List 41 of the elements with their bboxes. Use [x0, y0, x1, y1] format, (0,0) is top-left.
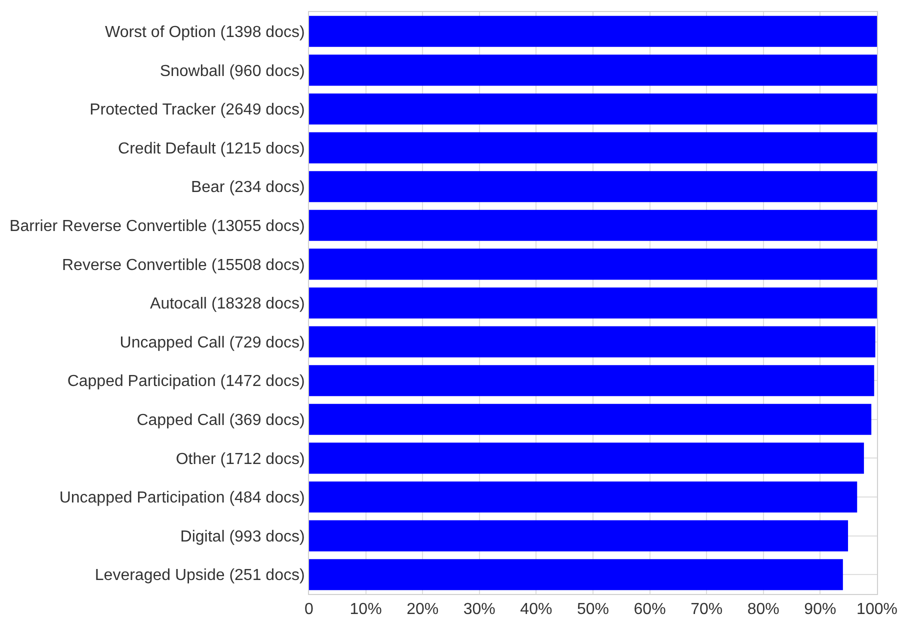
x-tick-label: 10%: [350, 601, 382, 618]
x-tick-label: 70%: [690, 601, 723, 618]
bar: [309, 171, 877, 202]
x-tick-label: 50%: [576, 601, 610, 618]
bar: [309, 520, 848, 552]
bar: [309, 481, 858, 513]
bar: [309, 54, 877, 86]
x-tick-label: 30%: [463, 601, 496, 618]
y-tick-label: Bear (234 docs): [190, 179, 305, 196]
y-tick-label: Barrier Reverse Convertible (13055 docs): [10, 218, 305, 235]
y-tick-label: Reverse Convertible (15508 docs): [62, 256, 305, 274]
bar: [309, 210, 877, 241]
x-tick-label: 90%: [804, 601, 836, 618]
bar: [309, 559, 843, 590]
x-tick-label: 20%: [406, 601, 439, 618]
y-tick-label: Worst of Option (1398 docs): [105, 24, 305, 41]
y-tick-label: Capped Call (369 docs): [136, 412, 305, 429]
bar: [309, 365, 874, 396]
y-tick-label: Other (1712 docs): [176, 450, 305, 468]
y-tick-label: Digital (993 docs): [180, 528, 305, 546]
y-tick-label: Snowball (960 docs): [160, 62, 305, 80]
y-tick-label: Uncapped Call (729 docs): [120, 334, 305, 352]
y-tick-label: Uncapped Participation (484 docs): [59, 490, 305, 507]
bar: [309, 326, 876, 358]
x-tick-label: 60%: [634, 601, 666, 618]
bar: [309, 248, 877, 280]
y-tick-label: Autocall (18328 docs): [150, 296, 305, 313]
y-tick-label: Credit Default (1215 docs): [118, 140, 305, 158]
bar: [309, 442, 864, 474]
y-tick-label: Capped Participation (1472 docs): [67, 373, 305, 390]
bar: [309, 287, 877, 319]
x-tick-label: 40%: [520, 601, 552, 618]
y-tick-label: Leveraged Upside (251 docs): [94, 567, 305, 584]
bar: [309, 404, 872, 435]
bar: [309, 93, 877, 125]
bar: [309, 132, 877, 164]
x-tick-label: 100%: [856, 601, 898, 618]
x-tick-label: 0: [304, 601, 314, 618]
y-tick-label: Protected Tracker (2649 docs): [90, 102, 305, 119]
x-tick-label: 80%: [747, 601, 780, 618]
bar: [309, 16, 877, 47]
